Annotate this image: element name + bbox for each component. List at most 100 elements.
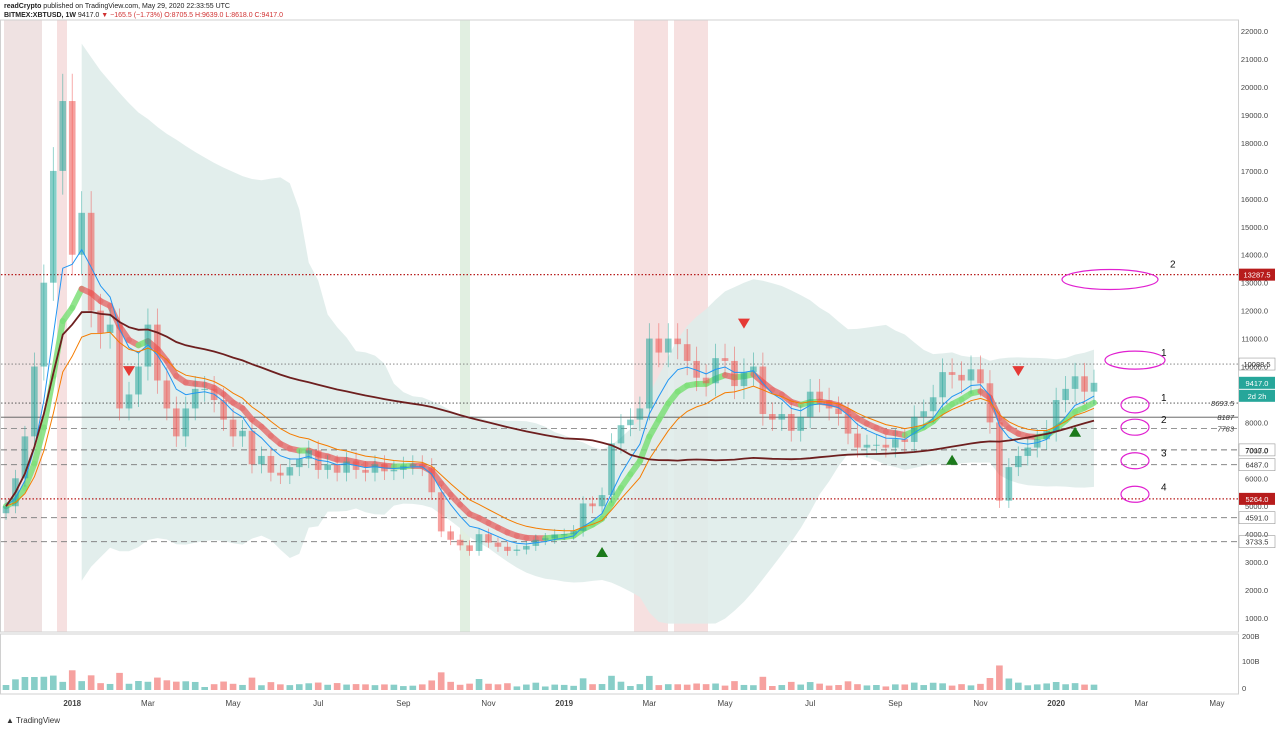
volume-bar — [901, 684, 909, 690]
level-label: 4591.0 — [1246, 514, 1269, 523]
volume-bar — [201, 687, 208, 690]
candle-body — [854, 433, 861, 448]
annotation-label: 2 — [1170, 260, 1176, 271]
volume-bar — [617, 681, 625, 690]
volume-bar — [939, 683, 946, 690]
author-name[interactable]: readCrypto — [4, 3, 42, 10]
candle-body — [608, 443, 615, 496]
candle-body — [806, 391, 814, 417]
moving-averages — [5, 248, 1095, 545]
candle-body — [797, 416, 805, 431]
ema-slow-line — [5, 331, 1095, 532]
candle-body — [286, 467, 294, 476]
sell-signal-icon — [1012, 366, 1025, 377]
time-tick-label: 2019 — [555, 699, 573, 708]
volume-bar — [409, 685, 417, 690]
candle-body — [901, 439, 909, 442]
candle-body — [967, 369, 975, 381]
volume-bar — [485, 683, 492, 690]
volume-bar — [598, 684, 606, 690]
volume-bar — [1071, 683, 1079, 690]
annotations: 2 1 1 2 3 4 — [1061, 260, 1176, 503]
volume-bar — [920, 685, 928, 690]
candle-body — [201, 388, 208, 390]
volume-bar — [49, 675, 57, 690]
volume-bar — [560, 684, 568, 690]
candle-body — [598, 495, 606, 507]
time-tick-label: Nov — [973, 699, 987, 708]
candle-body — [220, 400, 227, 420]
volume-bar — [182, 681, 190, 690]
candle-body — [693, 360, 700, 378]
candle-body — [636, 408, 644, 420]
volume-bar — [967, 685, 975, 690]
volume-bar — [806, 682, 814, 690]
time-tick-label: Jul — [805, 699, 815, 708]
volume-bar — [1090, 684, 1098, 690]
candle-body — [191, 388, 199, 409]
volume-bar — [778, 685, 786, 690]
price-axis: 1000.0 2000.0 3000.0 4000.0 5000.0 6000.0 7000… — [1238, 27, 1276, 623]
candle-body — [437, 492, 445, 532]
ohlc-values: O:8705.5 H:9639.0 L:8618.0 C:9417.0 — [164, 12, 283, 19]
volume-bar — [608, 675, 615, 690]
tradingview-logo[interactable]: ▲ TradingView — [6, 716, 60, 725]
candle-body — [371, 464, 379, 473]
publish-info: published on TradingView.com, May 29, 20… — [43, 3, 230, 10]
volume-bar — [627, 686, 634, 690]
volume-bar — [958, 684, 965, 690]
candle-body — [267, 455, 275, 473]
volume-bar — [390, 684, 398, 690]
price-tick-label: 15000.0 — [1241, 223, 1268, 232]
candle-body — [920, 411, 928, 417]
annotation-circle — [1120, 418, 1150, 436]
candle-body — [362, 469, 369, 473]
volume-bar — [835, 685, 842, 690]
sell-signal-icon — [122, 366, 135, 377]
candle-body — [229, 419, 237, 437]
candle-body — [712, 358, 719, 384]
volume-bar — [428, 680, 436, 690]
candle-body — [68, 101, 76, 255]
candle-body — [825, 400, 833, 409]
time-tick-label: Sep — [888, 699, 903, 708]
volume-bar — [1033, 684, 1041, 690]
time-tick-label: Nov — [481, 699, 495, 708]
candle-body — [333, 464, 341, 473]
candle-body — [409, 464, 417, 466]
volume-bar — [674, 684, 682, 690]
volume-bar — [59, 681, 67, 690]
volume-bar — [986, 678, 994, 690]
level-label: 6487.0 — [1246, 461, 1269, 470]
volume-bar — [494, 684, 502, 690]
candle-body — [986, 383, 994, 423]
candle-body — [655, 338, 663, 353]
candle-body — [570, 530, 577, 535]
price-tick-label: 3000.0 — [1245, 558, 1268, 567]
horizontal-levels: 8693.5 8187 7783 — [1, 274, 1238, 543]
volume-bar — [816, 683, 823, 690]
volume-bar — [371, 685, 379, 690]
volume-bar — [797, 684, 805, 690]
volume-bar — [2, 685, 10, 690]
candle-body — [579, 503, 587, 531]
logo-icon: ▲ — [6, 716, 14, 725]
volume-bar — [68, 670, 76, 690]
price-tick-label: 18000.0 — [1241, 139, 1268, 148]
symbol-label[interactable]: BITMEX:XBTUSD, 1W — [4, 12, 76, 19]
time-tick-label: 2020 — [1047, 699, 1065, 708]
candle-body — [475, 534, 483, 551]
volume-tick-label: 200B — [1242, 632, 1260, 641]
candle-body — [494, 542, 502, 547]
trend-segment — [646, 416, 662, 440]
candle-body — [939, 372, 946, 398]
candle-body — [882, 444, 890, 448]
highlight-band — [460, 20, 470, 632]
price-tick-label: 14000.0 — [1241, 251, 1268, 260]
volume-bar — [12, 679, 19, 690]
buy-signal-icon — [1069, 426, 1082, 437]
time-tick-label: Mar — [642, 699, 656, 708]
candle-body — [295, 458, 303, 468]
volume-bar — [314, 682, 322, 690]
